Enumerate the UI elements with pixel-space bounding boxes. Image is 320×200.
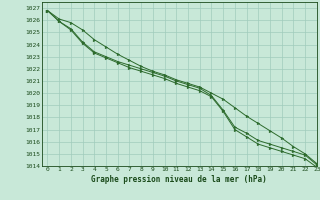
X-axis label: Graphe pression niveau de la mer (hPa): Graphe pression niveau de la mer (hPa) [91,175,267,184]
